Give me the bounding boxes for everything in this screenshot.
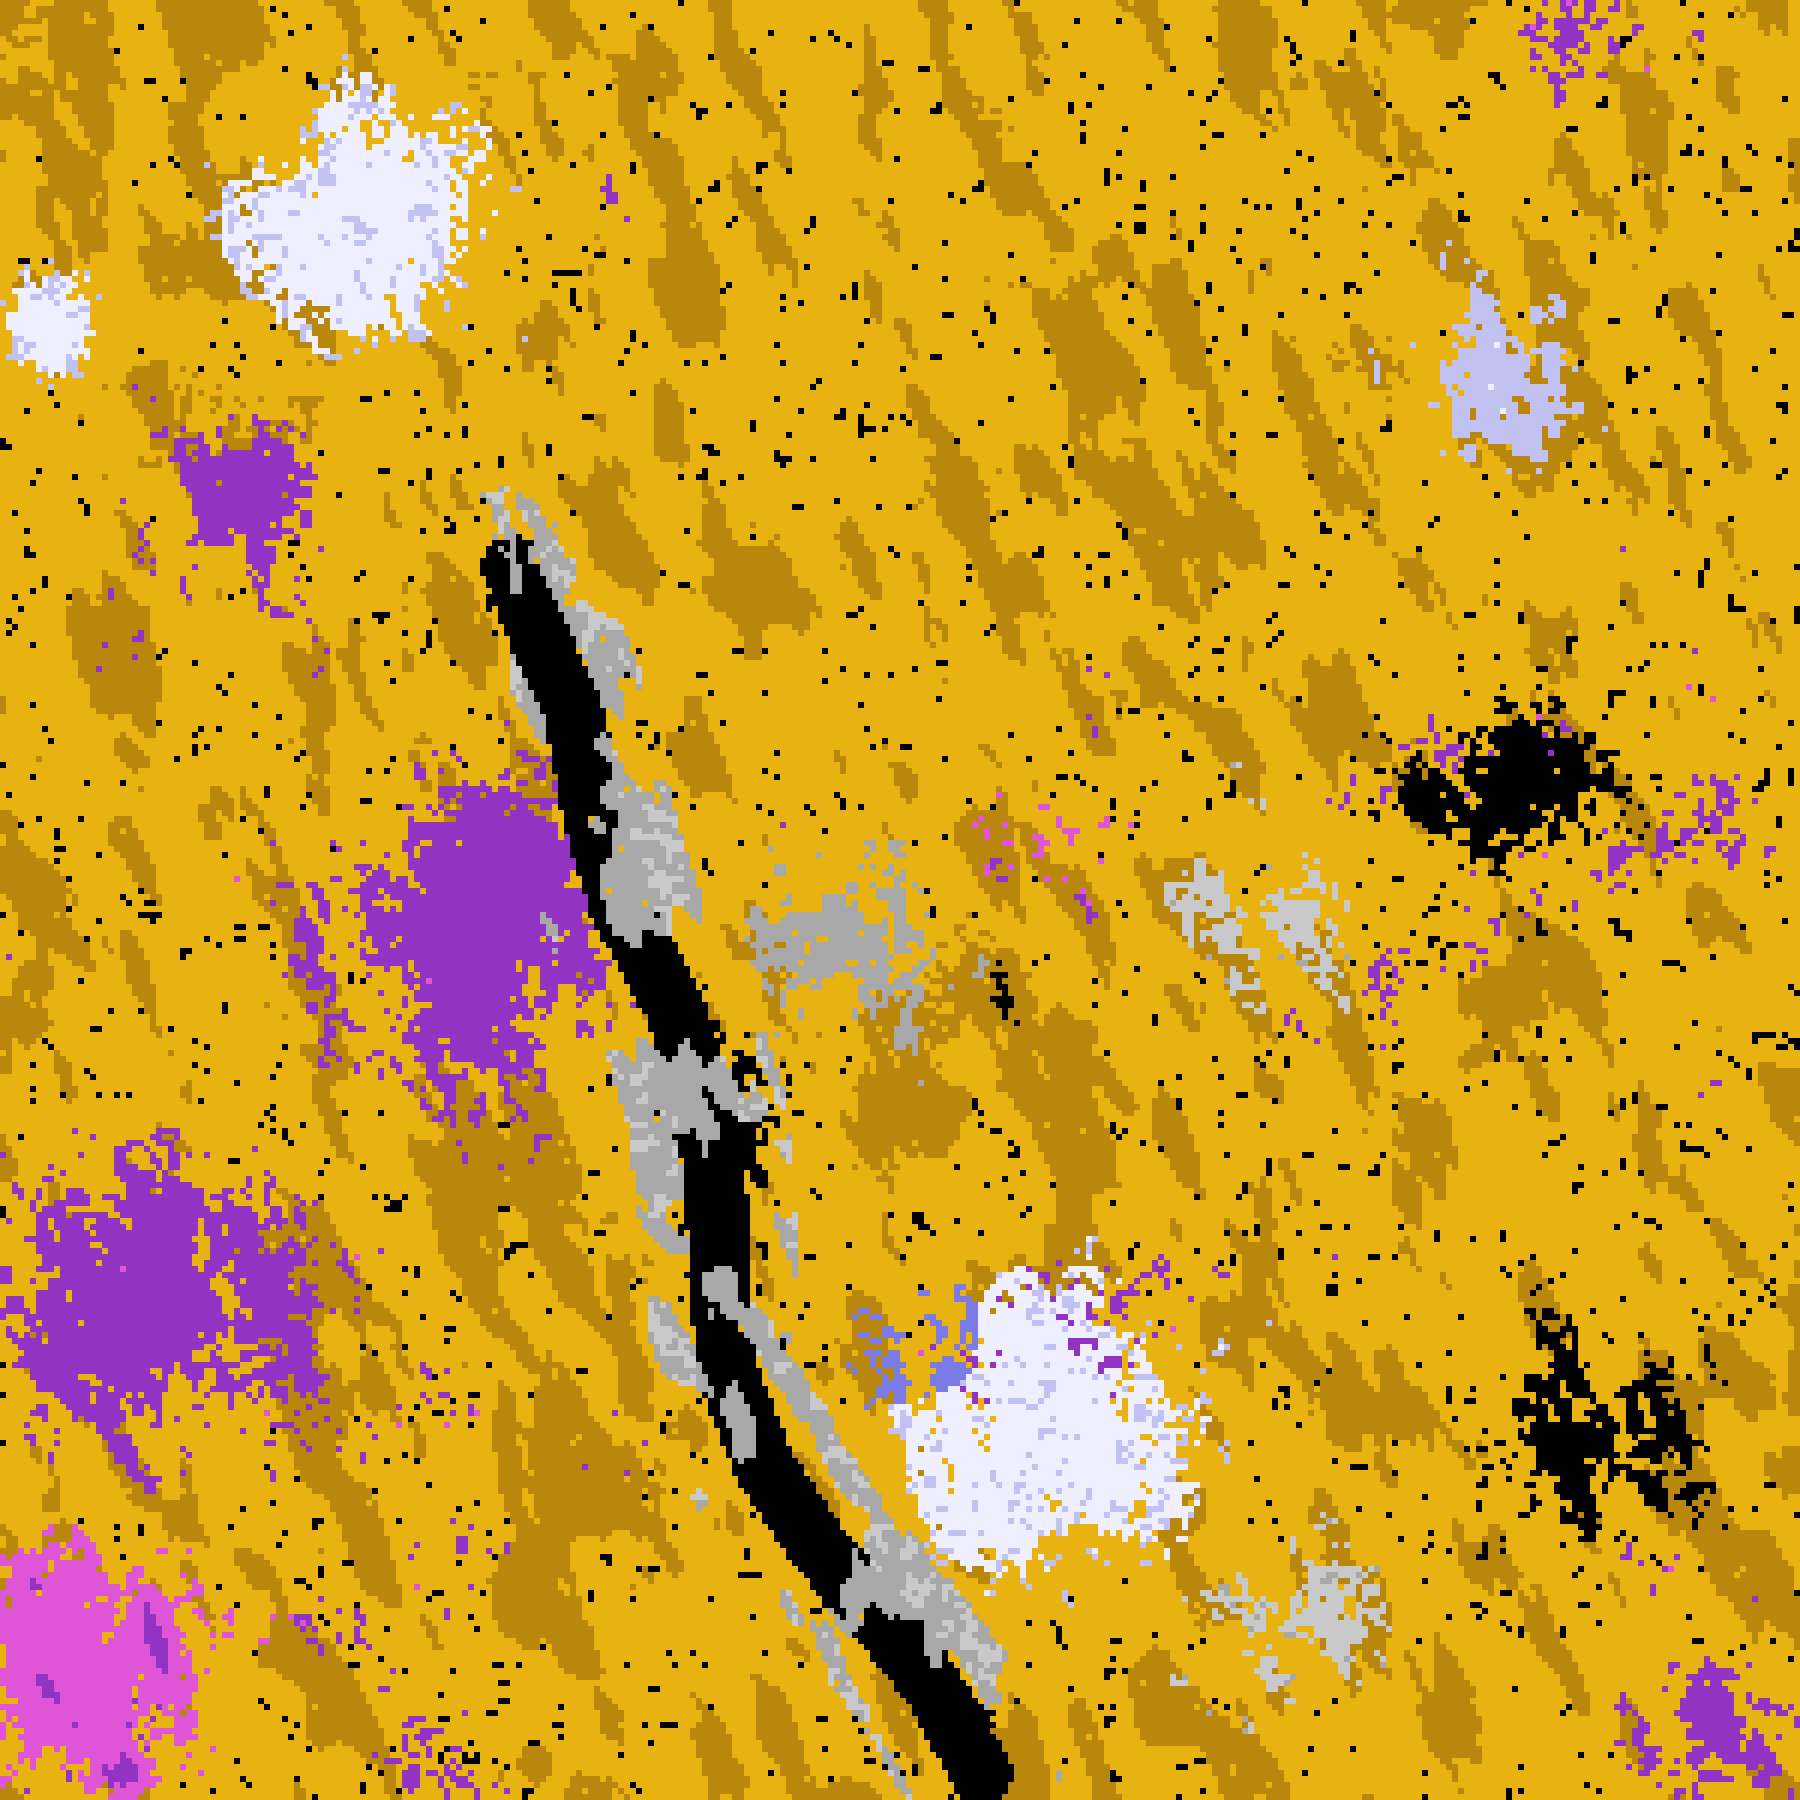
satellite-image-viewport: Posterized false-colour satellite scene … [0,0,1800,1800]
false-color-satellite-image [0,0,1800,1800]
